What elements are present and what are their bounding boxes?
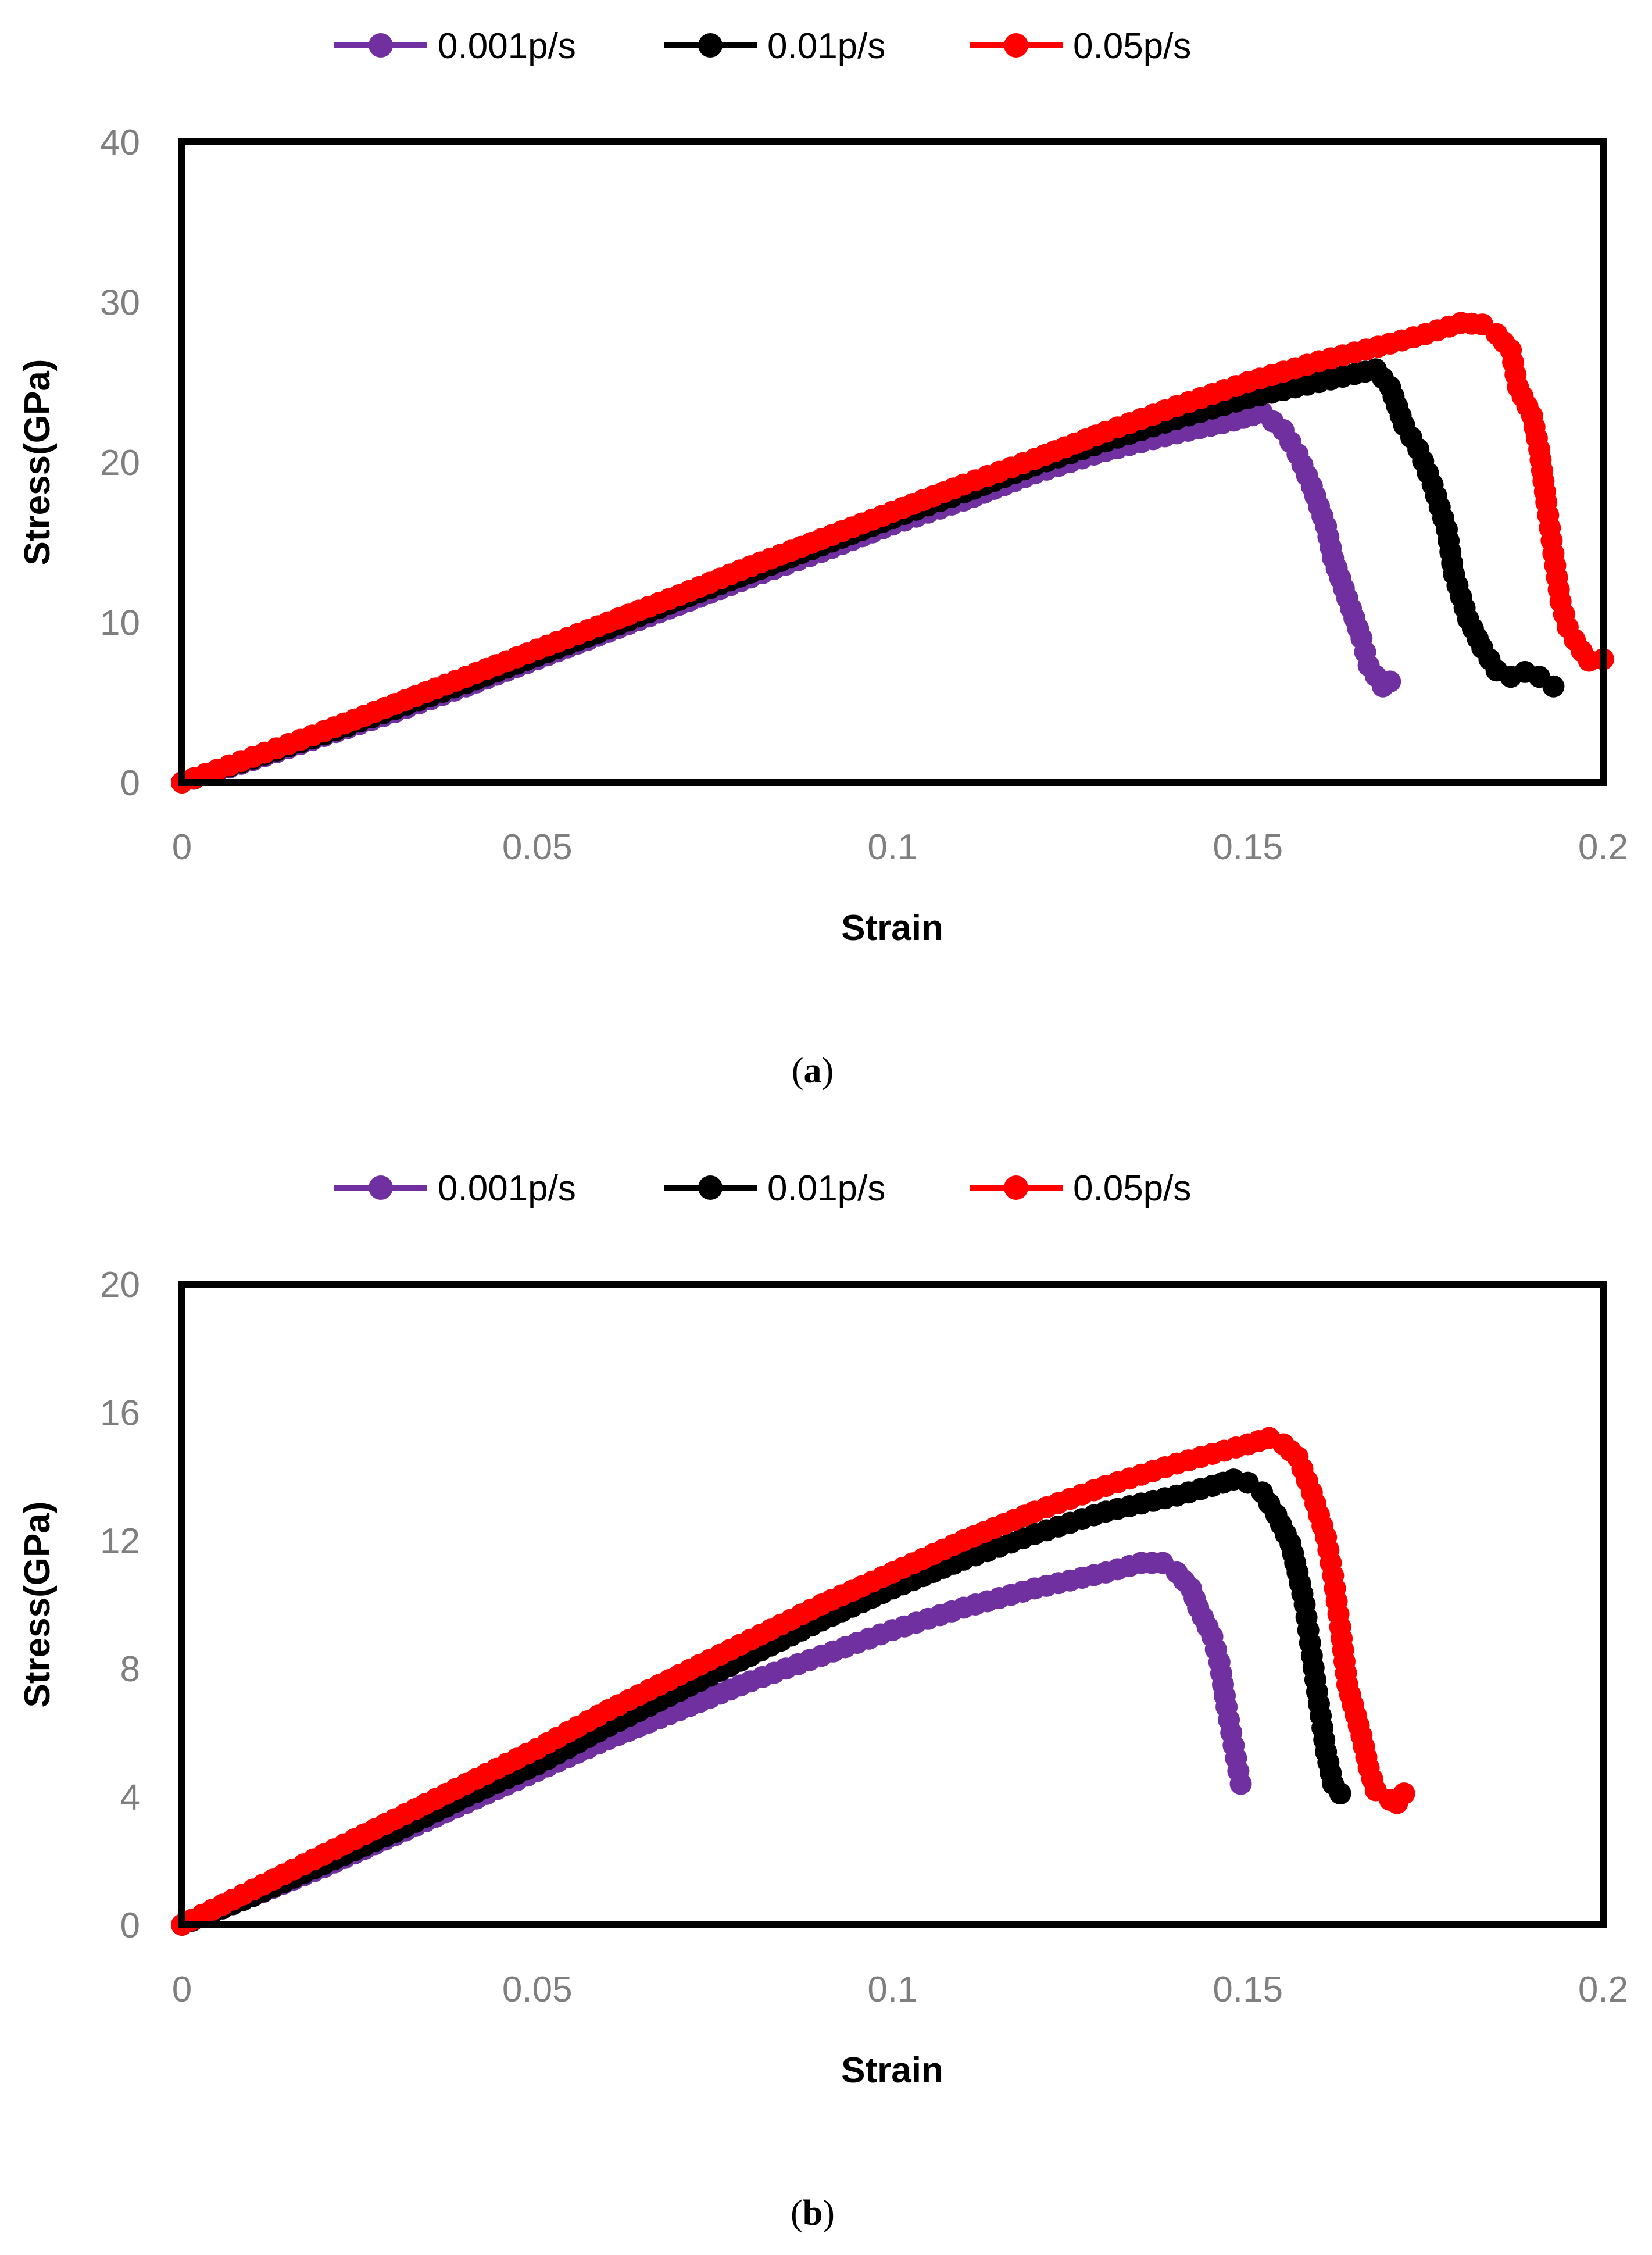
legend-marker xyxy=(369,1175,393,1200)
plot-frame-a xyxy=(178,138,1607,786)
y-tick-label: 16 xyxy=(100,1393,140,1433)
y-tick-label: 20 xyxy=(100,1265,140,1305)
y-tick-label: 40 xyxy=(100,123,140,163)
y-axis-title-a: Stress(GPa) xyxy=(17,359,58,566)
series-group-b xyxy=(171,1427,1415,1936)
x-tick-label: 0.15 xyxy=(1213,827,1283,867)
data-point xyxy=(1379,670,1401,693)
legend-label: 0.001p/s xyxy=(438,26,576,66)
x-tick-label: 0.2 xyxy=(1578,1970,1628,2010)
legend-entry: 0.001p/s xyxy=(334,26,576,66)
data-point xyxy=(1329,1782,1351,1805)
x-tick-label: 0.2 xyxy=(1578,827,1628,867)
x-tick-label: 0.05 xyxy=(502,827,573,867)
legend-b: 0.001p/s 0.01p/s 0.05p/s xyxy=(334,1168,1191,1209)
data-point xyxy=(1229,1772,1252,1795)
legend-entry: 0.001p/s xyxy=(334,1168,576,1209)
legend-marker xyxy=(1004,1175,1028,1200)
legend-entry: 0.01p/s xyxy=(664,1168,885,1209)
tick-labels-a: 0 0.05 0.1 0.15 0.2 0 10 20 30 40 xyxy=(100,123,1628,867)
x-tick-label: 0.1 xyxy=(867,1970,917,2010)
legend-label: 0.05p/s xyxy=(1073,26,1191,66)
legend-marker xyxy=(1004,33,1028,58)
y-tick-label: 30 xyxy=(100,283,140,323)
y-tick-label: 8 xyxy=(120,1649,140,1689)
legend-marker xyxy=(369,33,393,58)
legend-entry: 0.05p/s xyxy=(970,1168,1191,1209)
y-axis-title-b: Stress(GPa) xyxy=(17,1502,58,1708)
y-tick-label: 12 xyxy=(100,1521,140,1561)
x-tick-label: 0.15 xyxy=(1213,1970,1283,2010)
x-tick-label: 0 xyxy=(172,827,192,867)
series-group-a xyxy=(171,312,1614,794)
x-tick-label: 0.05 xyxy=(502,1970,573,2010)
legend-entry: 0.01p/s xyxy=(664,26,885,66)
data-point xyxy=(1393,1782,1415,1805)
legend-label: 0.01p/s xyxy=(767,26,885,66)
caption-a: (a) xyxy=(792,1051,834,1091)
y-tick-label: 0 xyxy=(120,1906,140,1946)
legend-marker xyxy=(698,33,723,58)
y-tick-label: 0 xyxy=(120,763,140,803)
chart-panel-b: 0.001p/s 0.01p/s 0.05p/s 0 0.05 0.1 0.15 0.2 0 4… xyxy=(17,1168,1628,2233)
series-0.05p/s xyxy=(171,312,1614,794)
legend-marker xyxy=(698,1175,723,1200)
x-tick-label: 0.1 xyxy=(867,827,917,867)
tick-labels-b: 0 0.05 0.1 0.15 0.2 0 4 8 12 16 20 xyxy=(100,1265,1628,2010)
legend-label: 0.05p/s xyxy=(1073,1168,1191,1209)
chart-panel-a: 0.001p/s 0.01p/s 0.05p/s 0 0.05 0.1 0.15 0.2 0 1… xyxy=(17,26,1628,1091)
x-axis-title-b: Strain xyxy=(841,2050,943,2090)
legend-label: 0.001p/s xyxy=(438,1168,576,1209)
y-tick-label: 10 xyxy=(100,603,140,644)
legend-label: 0.01p/s xyxy=(767,1168,885,1209)
data-point xyxy=(1542,675,1565,698)
legend-entry: 0.05p/s xyxy=(970,26,1191,66)
y-tick-label: 4 xyxy=(120,1778,140,1818)
y-tick-label: 20 xyxy=(100,443,140,483)
series-0.05p/s xyxy=(171,1427,1415,1936)
legend-a: 0.001p/s 0.01p/s 0.05p/s xyxy=(334,26,1191,66)
plot-frame-b xyxy=(178,1281,1607,1928)
x-tick-label: 0 xyxy=(172,1970,192,2010)
x-axis-title-a: Strain xyxy=(841,908,943,948)
caption-b: (b) xyxy=(791,2193,835,2233)
